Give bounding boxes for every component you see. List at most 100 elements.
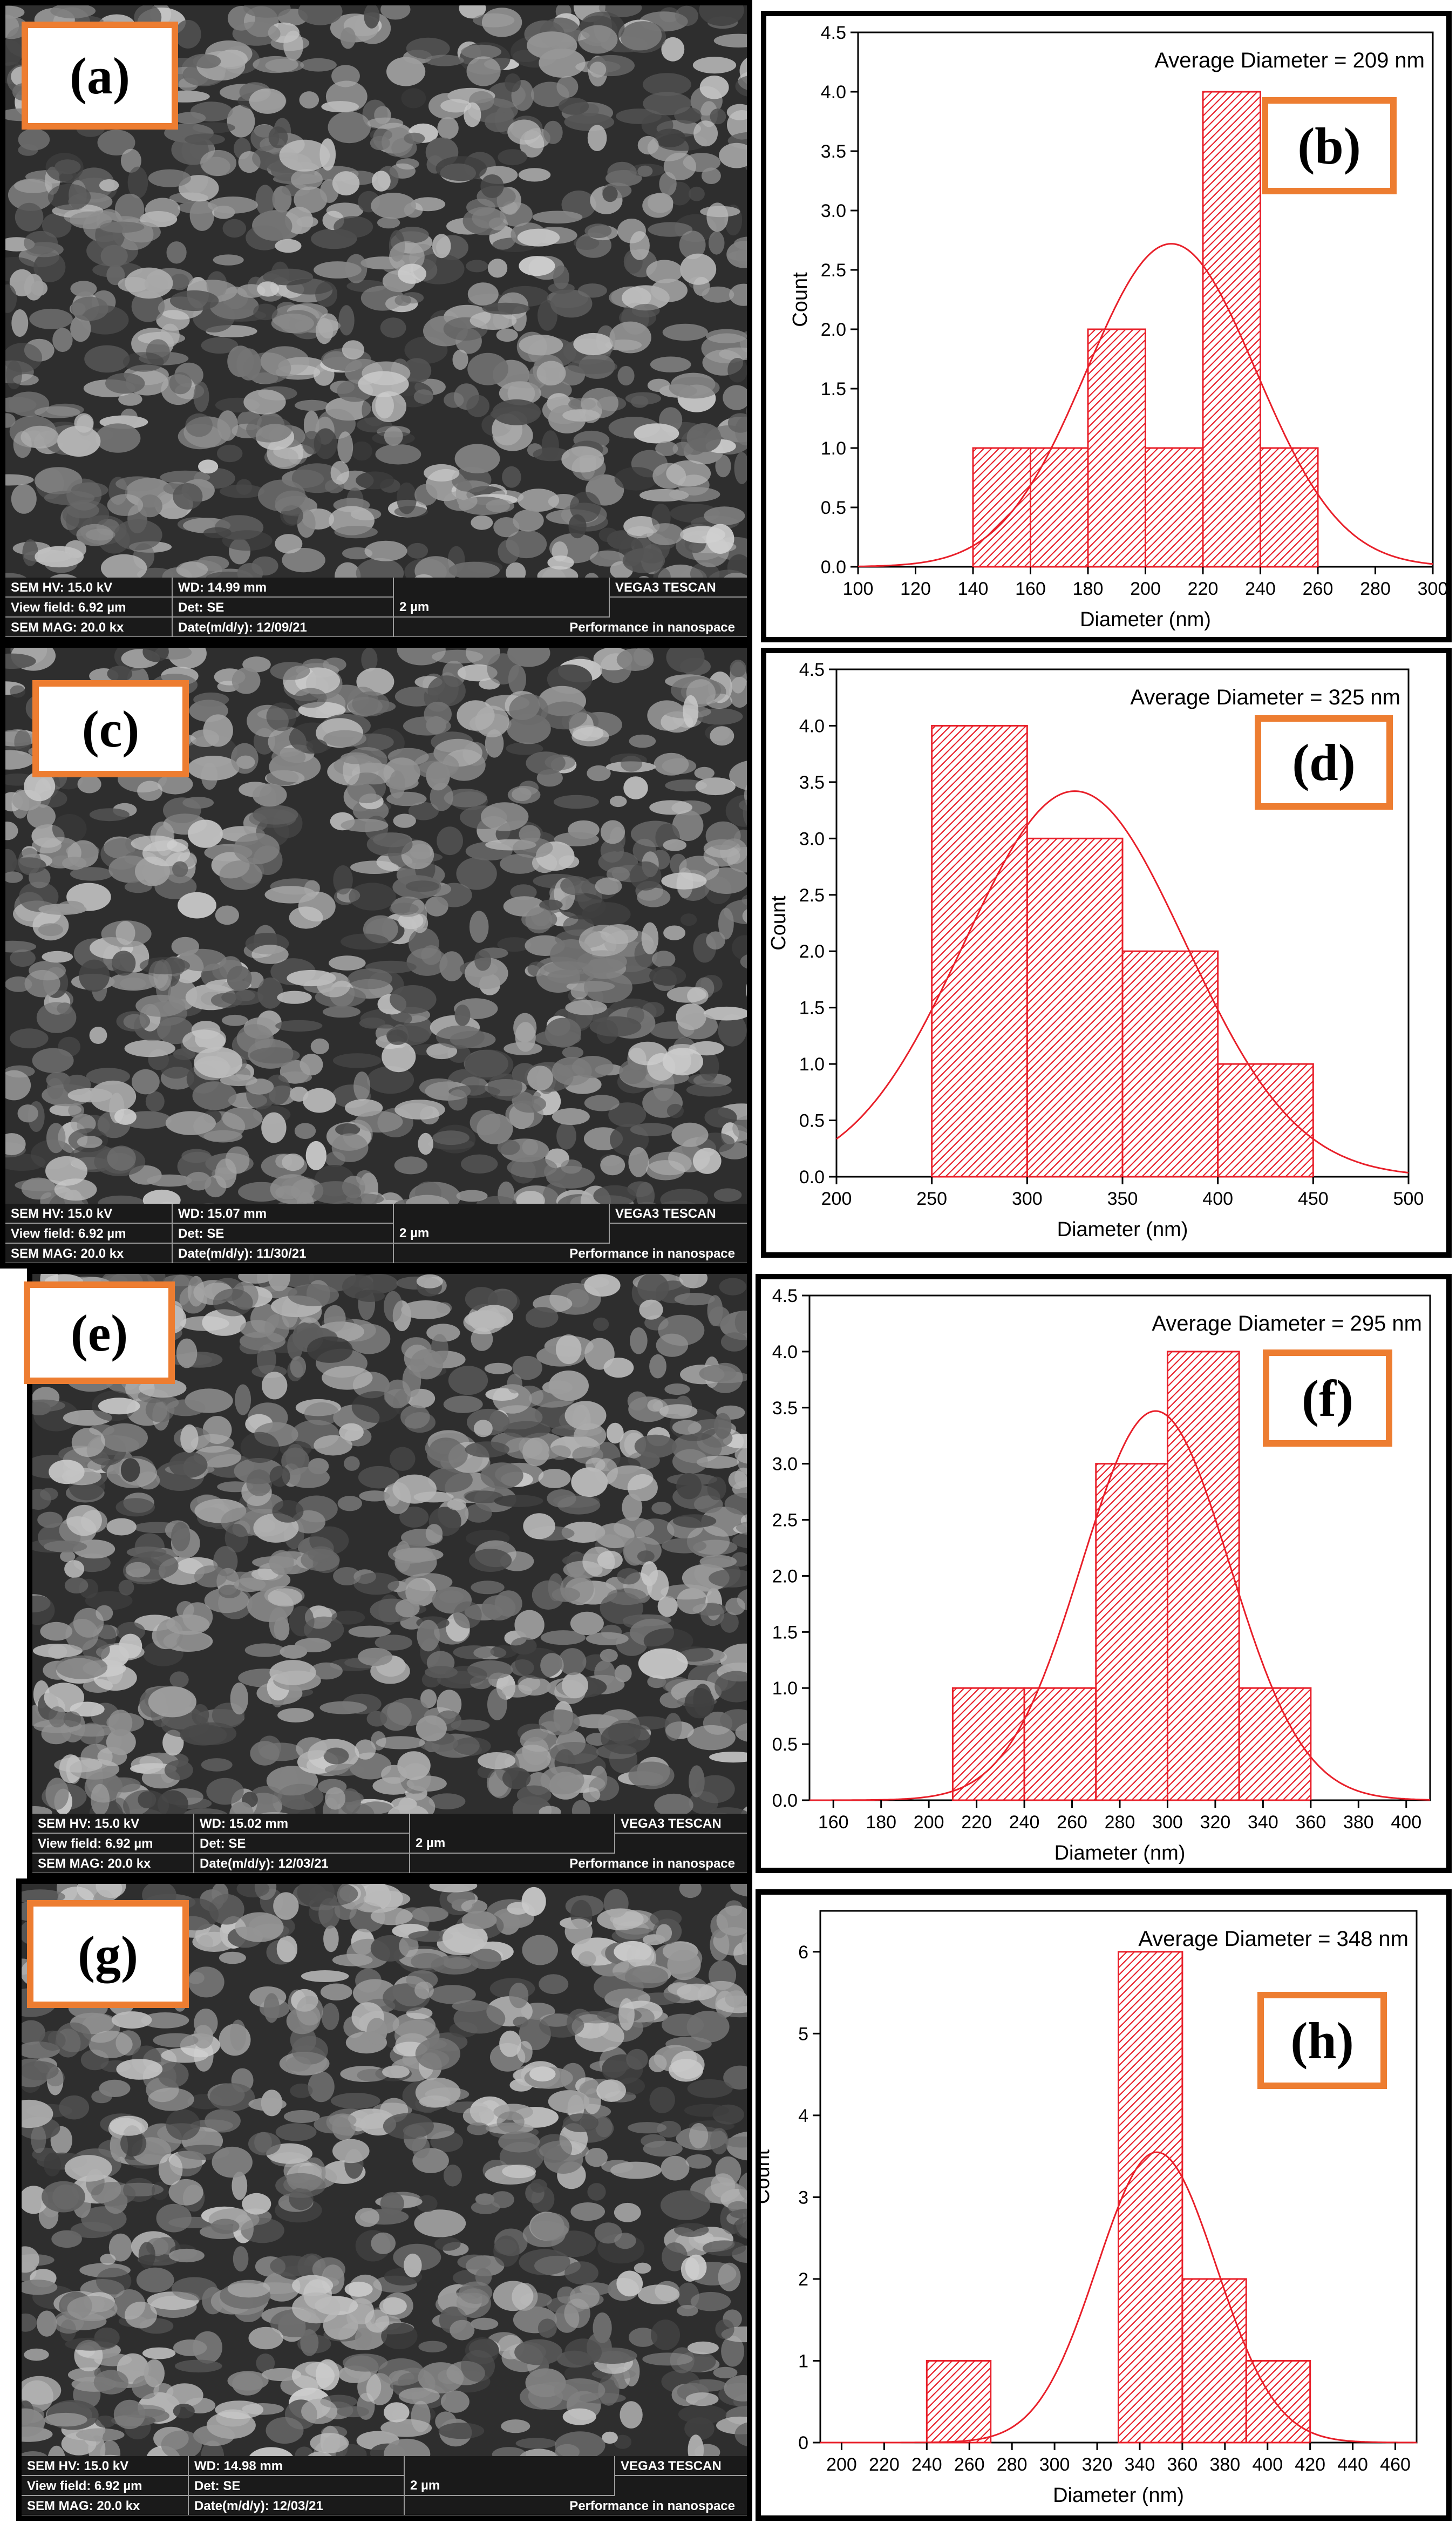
x-tick-label: 300 [1012, 1189, 1043, 1209]
sem-info-bar: SEM HV: 15.0 kV WD: 14.99 mm 2 µm VEGA3 … [5, 578, 747, 637]
y-tick-label: 3.0 [799, 829, 825, 849]
histogram-panel-d: 200 250 300 350 400 450 500 0.0 0.5 1.0 1.5 2.0 2.5 3… [761, 648, 1452, 1258]
sem-image-g: SEM HV: 15.0 kV WD: 14.98 mm 2 µm VEGA3 … [16, 1878, 752, 2521]
sem-image-e: SEM HV: 15.0 kV WD: 15.02 mm 2 µm VEGA3 … [27, 1269, 752, 1878]
histogram-bar [1202, 91, 1261, 568]
y-tick-label: 6 [798, 1942, 808, 1963]
histogram-bar [1087, 328, 1146, 568]
y-tick-label: 2.5 [821, 260, 846, 281]
x-axis-label: Diameter (nm) [1080, 608, 1211, 631]
sem-wd: WD: 15.02 mm [194, 1814, 410, 1834]
y-tick-label: 1.0 [799, 1054, 825, 1075]
sem-view-field: View field: 6.92 µm [5, 598, 173, 618]
x-tick-label: 180 [866, 1812, 896, 1833]
histogram-panel-b: 100 120 140 160 180 200 220 240 260 280 300 0.0 0.5 1… [761, 11, 1452, 642]
y-tick-label: 4.5 [772, 1286, 798, 1306]
sem-scale-bar: 2 µm [405, 2456, 615, 2496]
histogram-bar [1260, 447, 1319, 568]
x-tick-label: 280 [1360, 579, 1391, 599]
x-tick-label: 400 [1252, 2454, 1283, 2475]
x-tick-label: 200 [826, 2454, 857, 2475]
sem-hv: SEM HV: 15.0 kV [5, 1204, 173, 1224]
y-tick-label: 1.5 [799, 998, 825, 1019]
x-tick-label: 360 [1167, 2454, 1198, 2475]
sem-texture [5, 5, 747, 637]
sem-mag: SEM MAG: 20.0 kx [22, 2496, 189, 2515]
y-tick-label: 2.5 [799, 885, 825, 906]
sem-wd: WD: 14.98 mm [189, 2456, 405, 2476]
sem-brand: VEGA3 TESCAN [610, 1204, 747, 1224]
histogram-bar [931, 724, 1028, 1178]
x-tick-label: 380 [1343, 1812, 1374, 1833]
histogram-panel-h: 200 220 240 260 280 300 320 340 360 380 400 420 440 4… [756, 1889, 1452, 2521]
x-axis-label: Diameter (nm) [1053, 2484, 1184, 2507]
histogram-bar [1181, 2278, 1247, 2444]
average-diameter-annotation: Average Diameter = 348 nm [1138, 1927, 1409, 1951]
panel-label-f: (f) [1263, 1349, 1392, 1447]
sem-detector: Det: SE [173, 598, 394, 618]
x-tick-label: 180 [1073, 579, 1104, 599]
figure-row-1: SEM HV: 15.0 kV WD: 14.99 mm 2 µm VEGA3 … [0, 0, 1456, 642]
histogram-bar [951, 1687, 1025, 1801]
y-axis-label: Count [761, 1520, 763, 1575]
histogram-bar [1030, 447, 1089, 568]
x-axis-label: Diameter (nm) [1054, 1842, 1186, 1864]
histogram-d: 200 250 300 350 400 450 500 0.0 0.5 1.0 1.5 2.0 2.5 3… [767, 660, 1424, 1241]
sem-performance: Performance in nanospace [410, 1854, 747, 1873]
sem-performance: Performance in nanospace [394, 618, 747, 637]
panel-label-b: (b) [1262, 97, 1397, 194]
x-tick-label: 220 [869, 2454, 900, 2475]
x-tick-label: 160 [1015, 579, 1046, 599]
sem-info-bar: SEM HV: 15.0 kV WD: 15.02 mm 2 µm VEGA3 … [32, 1814, 747, 1873]
sem-scale-bar: 2 µm [410, 1814, 615, 1854]
sem-brand: VEGA3 TESCAN [615, 1814, 747, 1834]
sem-view-field: View field: 6.92 µm [5, 1224, 173, 1244]
histogram-bar [1095, 1463, 1168, 1801]
panel-label-d: (d) [1255, 715, 1393, 810]
x-tick-label: 350 [1107, 1189, 1138, 1209]
y-tick-label: 2.0 [799, 941, 825, 962]
histogram-f: 160 180 200 220 240 260 280 300 320 340 360 380 400 0… [761, 1286, 1431, 1864]
y-axis-label: Count [767, 896, 790, 951]
x-tick-label: 220 [1188, 579, 1219, 599]
histogram-bar [1217, 1063, 1314, 1178]
y-tick-label: 0.0 [799, 1167, 825, 1188]
x-tick-label: 120 [900, 579, 931, 599]
x-tick-label: 200 [914, 1812, 944, 1833]
average-diameter-annotation: Average Diameter = 325 nm [1130, 686, 1400, 709]
y-tick-label: 0.5 [799, 1111, 825, 1131]
gaussian-fit-curve [836, 790, 1409, 1174]
y-tick-label: 0 [798, 2433, 808, 2453]
histogram-bar [1118, 1951, 1183, 2444]
figure-row-3: SEM HV: 15.0 kV WD: 15.02 mm 2 µm VEGA3 … [0, 1269, 1456, 1878]
x-tick-label: 200 [821, 1189, 852, 1209]
histogram-bar [972, 447, 1031, 568]
y-tick-label: 4 [798, 2106, 808, 2126]
x-tick-label: 260 [1303, 579, 1333, 599]
panel-label-c: (c) [32, 680, 189, 777]
gaussian-fit-curve [809, 1410, 1431, 1801]
sem-date: Date(m/d/y): 11/30/21 [173, 1244, 394, 1263]
y-tick-label: 1 [798, 2351, 808, 2371]
y-tick-label: 4.0 [821, 82, 846, 103]
y-tick-label: 4.5 [821, 23, 846, 43]
sem-mag: SEM MAG: 20.0 kx [32, 1854, 194, 1873]
x-tick-label: 420 [1295, 2454, 1325, 2475]
y-tick-label: 3.5 [799, 772, 825, 793]
sem-hv: SEM HV: 15.0 kV [5, 578, 173, 598]
sem-info-bar: SEM HV: 15.0 kV WD: 15.07 mm 2 µm VEGA3 … [5, 1204, 747, 1263]
sem-view-field: View field: 6.92 µm [22, 2476, 189, 2496]
x-tick-label: 440 [1337, 2454, 1368, 2475]
figure-row-2: SEM HV: 15.0 kV WD: 15.07 mm 2 µm VEGA3 … [0, 642, 1456, 1269]
figure-row-4: SEM HV: 15.0 kV WD: 14.98 mm 2 µm VEGA3 … [0, 1878, 1456, 2523]
x-tick-label: 360 [1295, 1812, 1326, 1833]
x-tick-label: 400 [1202, 1189, 1233, 1209]
x-tick-label: 450 [1298, 1189, 1329, 1209]
y-tick-label: 3.5 [821, 141, 846, 162]
y-tick-label: 1.0 [821, 438, 846, 459]
y-tick-label: 2 [798, 2269, 808, 2290]
x-tick-label: 250 [916, 1189, 947, 1209]
x-tick-label: 280 [997, 2454, 1028, 2475]
y-tick-label: 4.5 [799, 660, 825, 680]
y-tick-label: 2.0 [821, 320, 846, 340]
